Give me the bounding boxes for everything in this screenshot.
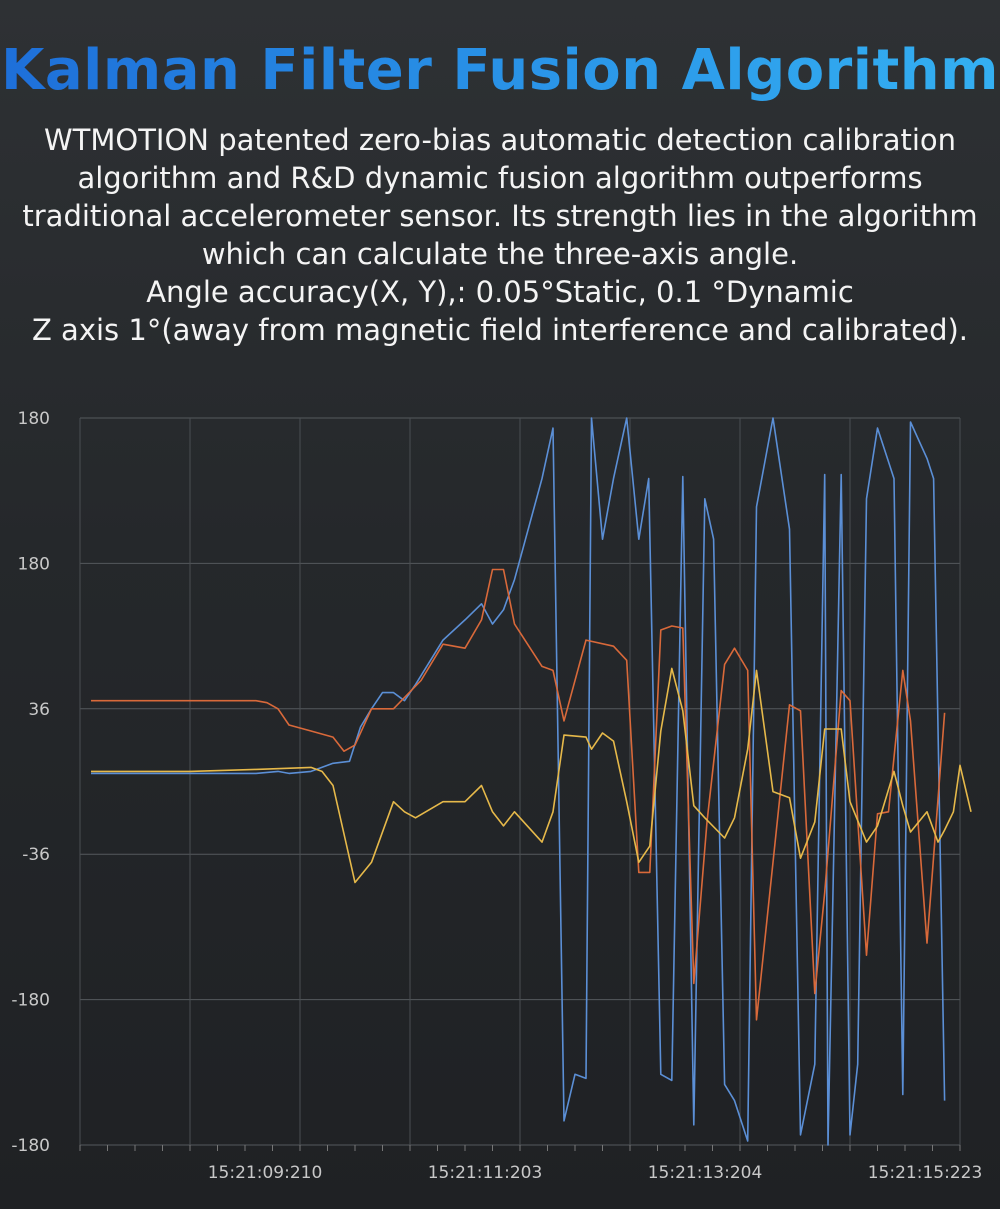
y-tick-label: 36: [28, 700, 50, 720]
series-line-3: [91, 667, 972, 884]
page-title: Kalman Filter Fusion Algorithm: [0, 36, 1000, 106]
x-tick-label: 15:21:13:204: [648, 1163, 763, 1183]
x-tick-label: 15:21:15:223: [868, 1163, 983, 1183]
y-tick-label: -180: [11, 991, 50, 1011]
description-line: Angle accuracy(X, Y),: 0.05°Static, 0.1 …: [146, 275, 854, 309]
x-tick-label: 15:21:09:210: [208, 1163, 323, 1183]
description-line: which can calculate the three-axis angle…: [201, 237, 799, 271]
description-line: traditional accelerometer sensor. Its st…: [22, 199, 978, 233]
y-tick-label: 180: [18, 409, 50, 429]
y-tick-label: 180: [18, 554, 50, 574]
description-line: algorithm and R&D dynamic fusion algorit…: [77, 161, 923, 195]
y-tick-label: -36: [22, 845, 50, 865]
description-line: WTMOTION patented zero-bias automatic de…: [43, 123, 957, 157]
y-axis-ticks: 180 180 36 -36 -180 -180: [11, 409, 50, 1156]
series-lines: [91, 417, 972, 1146]
chart-grid: [79, 417, 961, 1151]
x-axis-ticks: 15:21:09:210 15:21:11:203 15:21:13:204 15:2…: [208, 1163, 983, 1183]
description-line: Z axis 1°(away from magnetic field inter…: [31, 313, 969, 347]
angle-line-chart: 180 180 36 -36 -180 -180 15:21:09:210 15:21:11…: [11, 409, 983, 1183]
series-line-2: [91, 568, 946, 1021]
series-line-1: [91, 417, 946, 1146]
y-tick-label: -180: [11, 1136, 50, 1156]
x-tick-label: 15:21:11:203: [428, 1163, 543, 1183]
description-block: WTMOTION patented zero-bias automatic de…: [0, 121, 1000, 349]
